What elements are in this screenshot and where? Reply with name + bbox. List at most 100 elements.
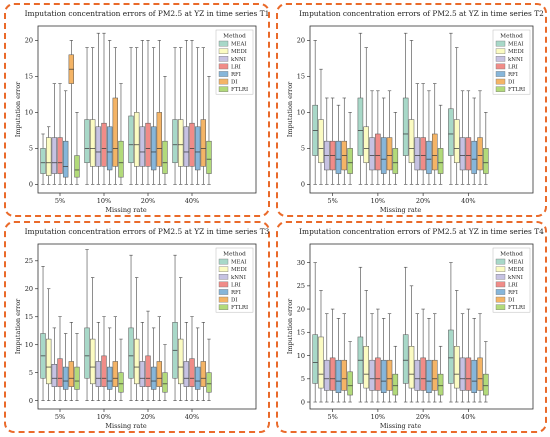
legend-swatch [218, 48, 229, 54]
legend-swatch [495, 304, 506, 310]
legend-title: Method [500, 34, 523, 40]
box-di-1 [386, 313, 393, 403]
panel-frame-t1 [4, 3, 270, 217]
box-rfi-0 [62, 333, 69, 401]
box-knni-3 [459, 313, 466, 403]
box-iqr [62, 366, 69, 390]
legend-label: MEDI [231, 267, 247, 273]
legend-label: MEDI [508, 49, 524, 55]
box-iqr [448, 108, 454, 156]
box-iqr [392, 148, 399, 174]
legend-swatch [495, 40, 506, 47]
box-iqr [189, 358, 195, 387]
y-tick-label: 15 [297, 73, 305, 81]
y-tick-label: 5 [29, 369, 33, 377]
box-lri-1 [101, 316, 107, 401]
box-iqr [101, 122, 107, 167]
box-meai-0 [40, 133, 46, 185]
y-tick-label: 5 [301, 375, 305, 383]
box-ftlri-0 [347, 341, 353, 403]
legend-swatch [495, 48, 506, 54]
box-meai-1 [357, 32, 364, 185]
box-lri-0 [57, 83, 63, 185]
box-iqr [465, 137, 472, 171]
y-tick-label: 0 [29, 397, 33, 405]
legend-swatch [218, 258, 229, 265]
plot-area [37, 243, 257, 410]
x-tick-label: 40% [185, 413, 199, 421]
box-rfi-1 [380, 318, 387, 403]
box-medi-2 [134, 47, 140, 185]
box-lri-1 [101, 32, 107, 185]
legend-title: Method [223, 252, 246, 258]
x-axis-label: Missing rate [380, 206, 421, 214]
legend-swatch [495, 63, 506, 70]
box-ftlri-1 [118, 338, 124, 401]
box-iqr [432, 133, 438, 171]
box-iqr [183, 361, 190, 387]
box-iqr [194, 126, 201, 171]
box-di-2 [156, 316, 162, 401]
legend-swatch [495, 71, 506, 77]
box-rfi-2 [150, 327, 157, 401]
box-rfi-1 [106, 40, 113, 185]
box-iqr [156, 112, 162, 167]
chart-panel-t2: Imputation concentration errors of PM2.5… [276, 3, 547, 217]
box-iqr [477, 357, 483, 391]
legend-label: LRI [508, 282, 518, 288]
box-di-0 [341, 97, 348, 185]
box-di-0 [68, 322, 74, 401]
panel-frame-t2 [276, 3, 547, 217]
box-iqr [162, 140, 168, 174]
legend-swatch [495, 296, 506, 303]
box-iqr [432, 359, 438, 391]
box-iqr [172, 119, 178, 164]
legend-label: MEAI [508, 42, 523, 48]
chart-panel-t1: Imputation concentration errors of PM2.5… [4, 3, 270, 217]
box-iqr [408, 119, 415, 164]
y-tick-label: 0 [301, 181, 305, 189]
box-iqr [420, 137, 426, 171]
box-medi-1 [363, 47, 369, 185]
chart-title: Imputation concentration errors of PM2.5… [299, 227, 544, 236]
box-iqr [46, 338, 52, 385]
box-iqr [414, 137, 421, 171]
box-ftlri-2 [437, 345, 444, 403]
box-iqr [51, 364, 58, 387]
legend-swatch [495, 289, 506, 295]
box-iqr [483, 373, 489, 396]
legend-label: MEAI [231, 260, 246, 266]
box-ftlri-1 [392, 112, 399, 185]
box-meai-3 [172, 47, 178, 185]
legend-label: RFI [231, 290, 241, 296]
panel-frame-t3 [4, 221, 270, 433]
box-medi-0 [318, 68, 324, 185]
chart-svg: Imputation concentration errors of PM2.5… [14, 9, 269, 214]
chart-svg: Imputation concentration errors of PM2.5… [14, 227, 270, 430]
box-iqr [200, 361, 206, 387]
box-iqr [200, 119, 206, 167]
box-lri-3 [189, 316, 195, 401]
plot-area [37, 25, 257, 194]
box-meai-1 [84, 249, 90, 401]
box-iqr [335, 359, 342, 393]
y-tick-label: 30 [297, 259, 305, 267]
box-medi-0 [318, 290, 324, 403]
box-iqr [386, 137, 393, 171]
box-iqr [402, 97, 409, 156]
box-medi-3 [453, 47, 460, 185]
box-iqr [51, 137, 58, 174]
y-axis-label: Imputation error [286, 81, 294, 137]
box-iqr [189, 122, 195, 167]
box-rfi-3 [471, 318, 477, 403]
legend-label: kNNI [508, 275, 523, 281]
y-tick-label: 10 [25, 109, 33, 117]
box-iqr [459, 357, 466, 391]
legend-label: RFI [508, 290, 518, 296]
box-rfi-0 [335, 318, 342, 403]
y-axis-label: Imputation error [286, 298, 294, 354]
legend-swatch [495, 86, 506, 92]
